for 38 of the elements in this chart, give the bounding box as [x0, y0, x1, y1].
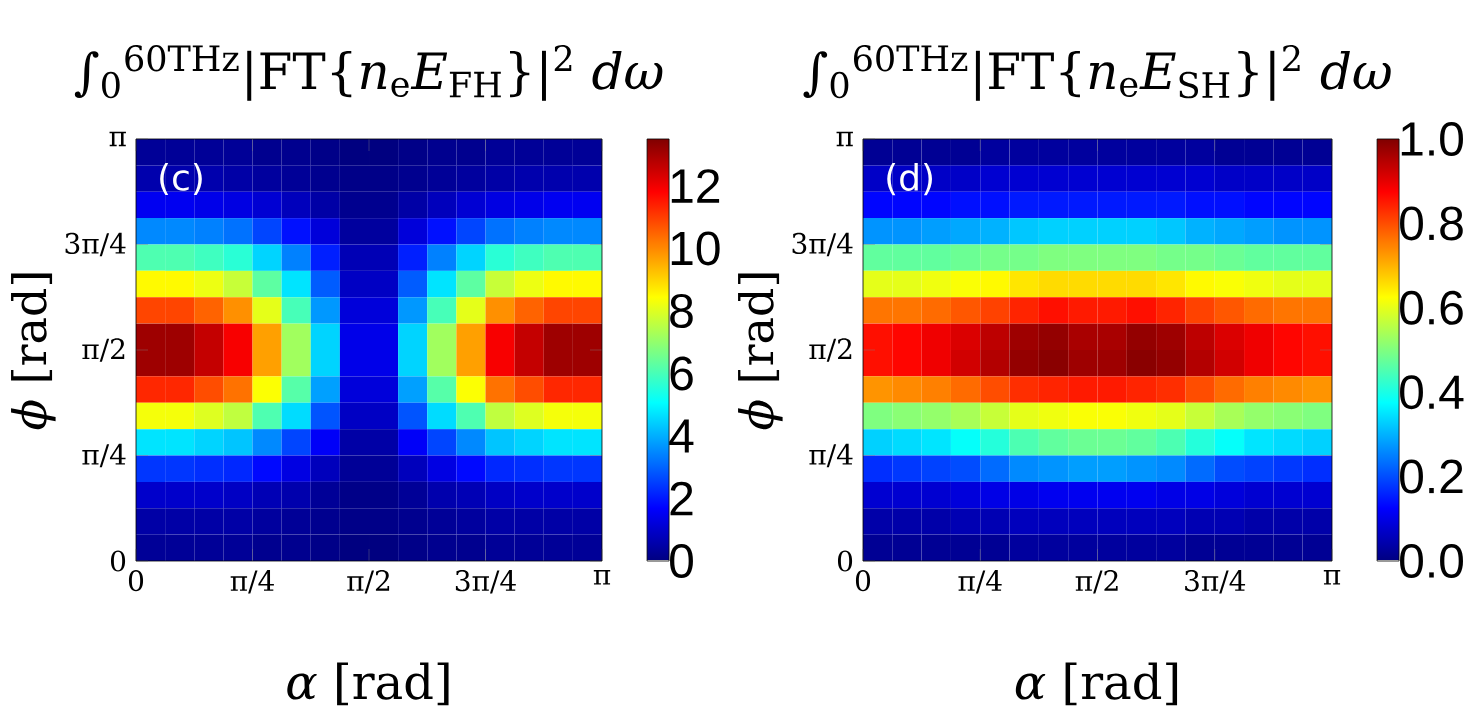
x-tick-label: 0 [855, 570, 871, 592]
x-tick-label: π/4 [230, 570, 274, 594]
annotation: (d) [887, 163, 932, 196]
x-axis-title: α [rad] [1015, 662, 1178, 706]
y-axis-title: ϕ [rad] [11, 273, 56, 430]
color-bar-label: 4 [669, 419, 694, 453]
color-bar-label: 0.8 [1400, 206, 1463, 241]
x-tick-label: π [593, 570, 611, 585]
color-bar-label: 6 [670, 356, 693, 391]
y-tick-label: 3π/4 [65, 232, 126, 257]
y-axis-title: ϕ [rad] [738, 273, 783, 430]
x-tick-label: 3π/4 [1185, 570, 1246, 594]
y-tick-label: π/2 [82, 338, 125, 362]
y-tick-label: 3π/4 [792, 232, 853, 257]
x-tick-label: π/2 [347, 570, 390, 594]
chart-title: ∫$_{0}$$^{60THz}$|FT{n$_{e}$E$_{FH}$}|$^{2}$ dω [74, 44, 663, 101]
x-tick-label: π/2 [1075, 570, 1118, 594]
y-tick-label: π [836, 131, 853, 147]
y-tick-label: π [109, 131, 126, 147]
color-bar-label: 12 [671, 169, 720, 203]
color-bar-label: 1.0 [1401, 122, 1463, 156]
color-bar-label: 0.2 [1400, 459, 1463, 494]
x-tick-label: π/4 [958, 570, 1002, 594]
color-bar-label: 0.0 [1400, 544, 1463, 578]
color-bar-label: 10 [671, 231, 720, 266]
color-bar-label: 0.4 [1400, 375, 1464, 410]
color-bar-label: 8 [670, 293, 693, 328]
color-bar-label: 2 [670, 481, 693, 516]
annotation: (c) [160, 163, 202, 196]
x-axis-title: α [rad] [287, 662, 449, 706]
y-tick-label: π/2 [809, 338, 852, 362]
x-tick-label: 3π/4 [455, 570, 516, 594]
x-tick-label: 0 [128, 570, 144, 592]
chart-title: ∫$_{0}$$^{60THz}$|FT{n$_{e}$E$_{SH}$}|$^{2}$ dω [803, 44, 1391, 101]
color-bar-label: 0.6 [1400, 290, 1463, 325]
x-tick-label: π [1323, 570, 1341, 585]
y-tick-label: π/4 [809, 443, 853, 468]
y-tick-label: π/4 [82, 443, 126, 468]
